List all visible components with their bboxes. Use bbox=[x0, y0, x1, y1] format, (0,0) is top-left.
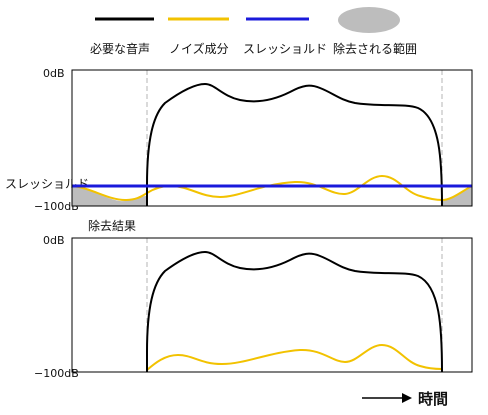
legend-swatch-removed bbox=[338, 7, 400, 33]
bottom-panel: 除去結果 0dB −100dB bbox=[34, 218, 473, 380]
top-y-top-label: 0dB bbox=[43, 67, 65, 80]
legend-label-noise: ノイズ成分 bbox=[169, 41, 229, 56]
top-y-bottom-label: −100dB bbox=[34, 200, 79, 213]
time-arrow-head-icon bbox=[402, 393, 412, 403]
threshold-label: スレッショルド bbox=[5, 177, 89, 191]
bottom-panel-frame bbox=[71, 237, 473, 373]
legend-label-removed: 除去される範囲 bbox=[333, 41, 417, 56]
bottom-speech-curve bbox=[146, 250, 443, 373]
legend-label-speech: 必要な音声 bbox=[90, 41, 150, 56]
bottom-y-top-label: 0dB bbox=[43, 234, 65, 247]
time-axis: 時間 bbox=[362, 390, 448, 408]
legend: 必要な音声 ノイズ成分 スレッショルド 除去される範囲 bbox=[90, 7, 417, 56]
top-noise-curve bbox=[71, 174, 473, 202]
bottom-noise-curve bbox=[146, 343, 443, 371]
time-axis-label: 時間 bbox=[418, 390, 448, 408]
top-panel: 0dB −100dB スレッショルド bbox=[5, 67, 473, 213]
bottom-y-bottom-label: −100dB bbox=[34, 367, 79, 380]
top-panel-frame bbox=[71, 69, 473, 207]
legend-label-threshold: スレッショルド bbox=[243, 42, 327, 56]
top-speech-curve bbox=[146, 82, 443, 207]
bottom-panel-title: 除去結果 bbox=[88, 218, 136, 233]
